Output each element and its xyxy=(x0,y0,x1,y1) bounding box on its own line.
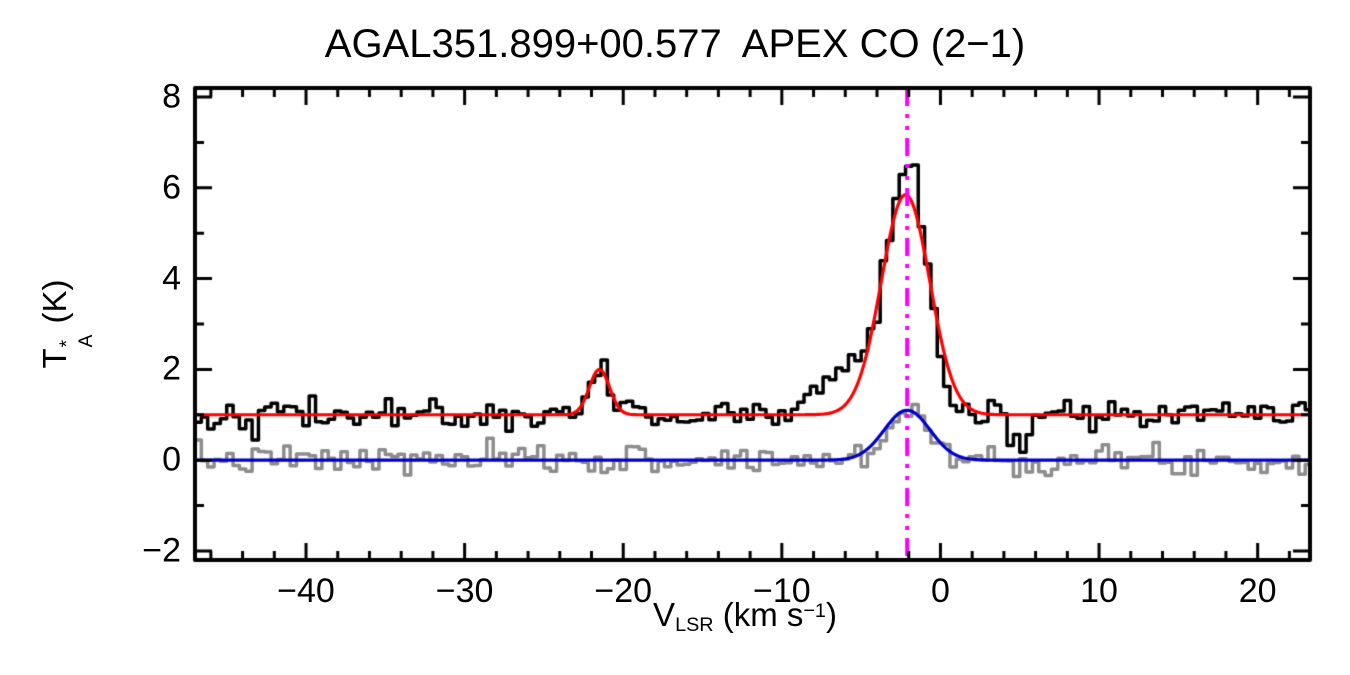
y-axis-label: T * A (K) xyxy=(36,279,97,369)
y-axis-label-unit: (K) xyxy=(36,279,74,333)
y-tick-label: 2 xyxy=(162,349,181,388)
x-tick-label: 0 xyxy=(930,572,950,610)
x-axis-label-symbol: V xyxy=(653,596,676,633)
x-tick-label: 10 xyxy=(1080,572,1118,610)
x-tick-label: 20 xyxy=(1238,572,1277,610)
x-axis-label: VLSR (km s−1) xyxy=(653,596,837,637)
x-tick-label: −40 xyxy=(277,572,335,610)
y-axis-label-supsub: * A xyxy=(56,334,97,348)
y-axis-label-sup: * xyxy=(56,339,78,348)
y-axis-label-symbol: T xyxy=(36,348,74,369)
y-tick-label: 0 xyxy=(162,440,181,479)
x-tick-label: −10 xyxy=(752,572,811,610)
x-tick-label: −20 xyxy=(594,572,653,610)
y-axis-label-sub: A xyxy=(75,334,97,348)
y-tick-label: 8 xyxy=(162,77,181,116)
x-axis-label-unit-open: (km s xyxy=(713,596,804,633)
x-axis-label-exponent: −1 xyxy=(803,600,826,623)
x-axis-label-subscript: LSR xyxy=(675,613,714,636)
y-tick-label: −2 xyxy=(142,531,181,570)
y-tick-label: 4 xyxy=(162,259,181,298)
x-tick-label: −30 xyxy=(435,572,494,610)
x-axis-label-unit-close: ) xyxy=(825,596,837,633)
y-tick-label: 6 xyxy=(162,168,181,207)
chart-title: AGAL351.899+00.577 APEX CO (2−1) xyxy=(324,22,1026,66)
